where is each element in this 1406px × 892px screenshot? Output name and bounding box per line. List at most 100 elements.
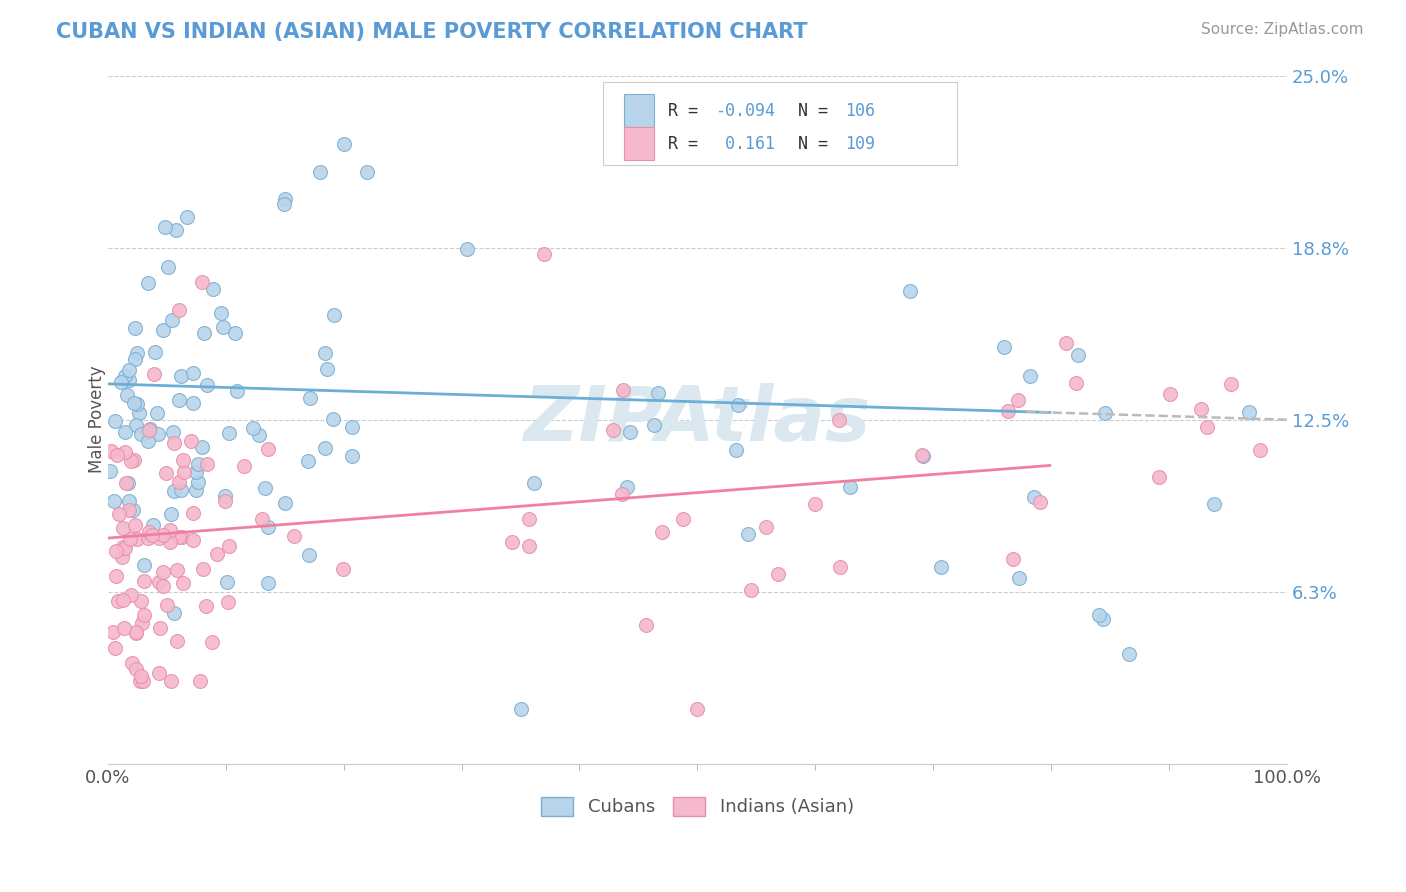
Point — [118, 502, 141, 516]
Point — [139, 422, 162, 436]
Point — [1024, 490, 1046, 504]
Point — [602, 423, 624, 437]
Point — [142, 517, 165, 532]
Text: Source: ZipAtlas.com: Source: ZipAtlas.com — [1201, 22, 1364, 37]
Point — [132, 674, 155, 689]
Point — [136, 276, 159, 290]
Point — [456, 243, 478, 257]
Point — [340, 450, 363, 464]
Point — [152, 323, 174, 337]
Point — [125, 532, 148, 546]
FancyBboxPatch shape — [624, 94, 654, 128]
Point — [148, 532, 170, 546]
Point — [1219, 377, 1241, 392]
Point — [209, 306, 232, 320]
Point — [100, 444, 122, 458]
Text: 0.161: 0.161 — [716, 135, 775, 153]
Point — [125, 625, 148, 640]
Point — [217, 595, 239, 609]
Point — [195, 599, 218, 614]
Text: -0.094: -0.094 — [716, 102, 775, 120]
Point — [257, 442, 280, 456]
Point — [148, 665, 170, 680]
Point — [172, 453, 194, 467]
Point — [122, 453, 145, 467]
Point — [153, 220, 176, 235]
Point — [314, 345, 336, 359]
Point — [160, 674, 183, 689]
Text: N =: N = — [797, 102, 838, 120]
Point — [1159, 387, 1181, 401]
Point — [187, 475, 209, 490]
Point — [104, 544, 127, 558]
Point — [911, 448, 934, 462]
Point — [993, 340, 1015, 354]
Point — [159, 535, 181, 549]
Point — [1092, 612, 1115, 626]
Point — [159, 507, 181, 521]
Point — [1007, 392, 1029, 407]
Point — [298, 548, 321, 562]
Point — [180, 434, 202, 449]
Point — [647, 385, 669, 400]
Point — [104, 414, 127, 428]
Point — [181, 396, 204, 410]
Point — [188, 674, 211, 689]
Point — [138, 423, 160, 437]
Text: R =: R = — [668, 102, 707, 120]
Point — [242, 421, 264, 435]
Point — [766, 566, 789, 581]
Point — [122, 503, 145, 517]
Point — [1249, 443, 1271, 458]
Point — [250, 511, 273, 525]
Text: 109: 109 — [845, 135, 875, 153]
Point — [828, 412, 851, 426]
Point — [112, 593, 135, 607]
Point — [218, 425, 240, 440]
Point — [148, 574, 170, 589]
Point — [118, 362, 141, 376]
Point — [839, 479, 862, 493]
Point — [184, 483, 207, 497]
Point — [118, 494, 141, 508]
Point — [1088, 607, 1111, 622]
Point — [191, 275, 214, 289]
Point — [107, 449, 129, 463]
Point — [98, 464, 121, 478]
Point — [105, 568, 128, 582]
Y-axis label: Male Poverty: Male Poverty — [89, 366, 105, 474]
Point — [323, 308, 346, 322]
Point — [226, 384, 249, 399]
Point — [125, 417, 148, 432]
Point — [316, 361, 339, 376]
Point — [233, 458, 256, 473]
Point — [1067, 348, 1090, 362]
Point — [523, 476, 546, 491]
Point — [163, 606, 186, 620]
Point — [170, 483, 193, 497]
Point — [170, 369, 193, 384]
Point — [322, 412, 344, 426]
Point — [115, 387, 138, 401]
Point — [184, 465, 207, 479]
Point — [187, 458, 209, 472]
Point — [1195, 420, 1218, 434]
Point — [804, 497, 827, 511]
FancyBboxPatch shape — [603, 82, 956, 165]
Point — [145, 406, 167, 420]
Point — [1237, 405, 1260, 419]
Point — [132, 558, 155, 573]
Point — [997, 403, 1019, 417]
Point — [912, 449, 935, 463]
Point — [214, 489, 236, 503]
Point — [114, 541, 136, 556]
Point — [172, 576, 194, 591]
Point — [612, 383, 634, 397]
Point — [195, 457, 218, 471]
Point — [107, 594, 129, 608]
Point — [274, 496, 297, 510]
Point — [1149, 470, 1171, 484]
Point — [111, 549, 134, 564]
Point — [1001, 552, 1024, 566]
Point — [160, 312, 183, 326]
